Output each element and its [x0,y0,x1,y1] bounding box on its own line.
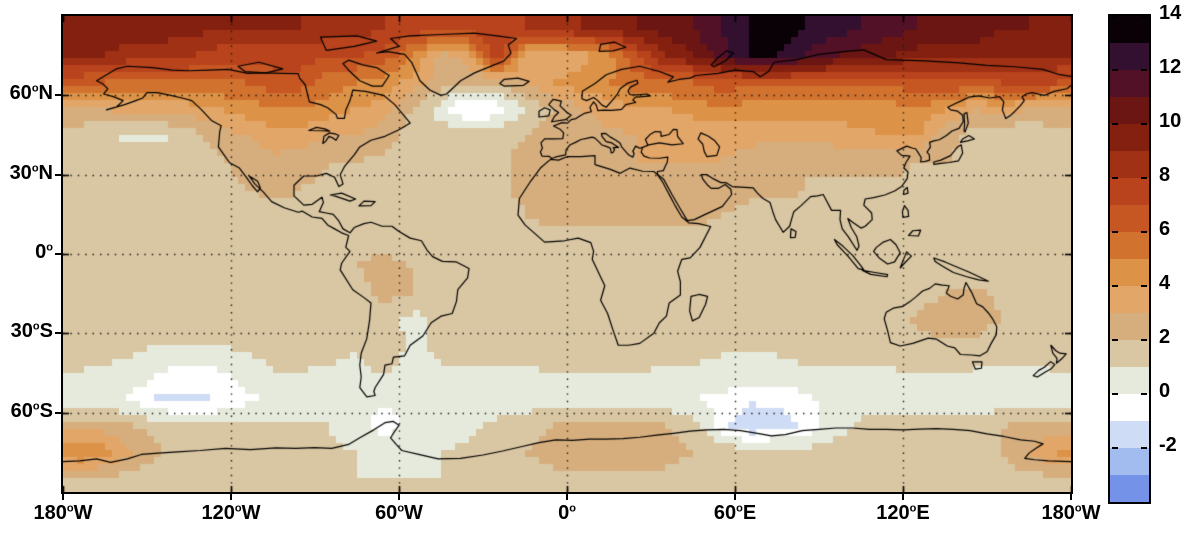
degree-symbol: o [909,502,917,515]
colorbar-tick-label-8: -2 [1159,434,1177,456]
degree-symbol: o [66,502,74,515]
degree-symbol: o [1074,502,1082,515]
colorbar-band-0 [1110,16,1149,43]
colorbar-tick-mark [1112,447,1118,449]
colorbar-tick-label-0: 14 [1159,2,1182,24]
map-axes-box [61,14,1073,494]
y-outer-tick [55,94,61,97]
colorbar-tick-mark [1112,16,1118,18]
degree-symbol: o [736,502,743,515]
colorbar-band-12 [1110,340,1149,367]
colorbar-band-13 [1110,367,1149,394]
colorbar-band-11 [1110,313,1149,340]
colorbar-tick-mark [1112,285,1118,287]
x-outer-tick [566,494,568,500]
colorbar-tick-mark [1141,231,1147,233]
colorbar-band-14 [1110,394,1149,421]
x-outer-tick [398,494,400,500]
colorbar-tick-label-3: 8 [1159,164,1171,186]
colorbar-tick-label-1: 12 [1159,56,1182,78]
colorbar-tick-mark [1141,393,1147,395]
x-tick-label-3: 0o [558,502,576,524]
colorbar-band-7 [1110,205,1149,232]
y-outer-tick [55,332,61,335]
x-tick-label-1: 120oW [201,502,261,524]
x-tick-label-6: 180oW [1041,502,1101,524]
colorbar-band-8 [1110,232,1149,259]
colorbar-tick-label-7: 0 [1159,380,1171,402]
colorbar-tick-label-5: 4 [1159,272,1171,294]
colorbar-band-2 [1110,70,1149,97]
degree-symbol: o [31,162,39,174]
colorbar-tick-mark [1112,231,1118,233]
colorbar-tick-mark [1141,16,1147,18]
colorbar-tick-mark [1141,123,1147,125]
degree-symbol: o [234,502,242,515]
y-outer-tick [55,173,61,176]
colorbar-band-4 [1110,124,1149,151]
colorbar-band-1 [1110,43,1149,70]
x-outer-tick [1070,494,1072,500]
colorbar-tick-mark [1141,69,1147,71]
world-map-heatmap [63,16,1071,492]
y-outer-tick [55,253,61,255]
colorbar-band-17 [1110,475,1149,502]
colorbar-tick-mark [1112,69,1118,71]
colorbar-tick-label-6: 2 [1159,326,1171,348]
colorbar-band-5 [1110,151,1149,178]
colorbar-band-6 [1110,178,1149,205]
colorbar [1108,14,1151,504]
colorbar-band-16 [1110,448,1149,475]
x-tick-label-4: 60oE [713,502,757,524]
colorbar-tick-mark [1112,177,1118,179]
x-tick-label-5: 120oE [876,502,930,524]
colorbar-tick-label-4: 6 [1159,218,1171,240]
x-outer-tick [62,494,64,500]
colorbar-band-9 [1110,259,1149,286]
degree-symbol: o [569,502,576,515]
colorbar-tick-mark [1141,177,1147,179]
y-tick-label-0: 60oN [9,82,53,105]
colorbar-tick-mark [1141,339,1147,341]
colorbar-tick-mark [1112,339,1118,341]
y-tick-label-4: 60oS [10,399,53,422]
x-tick-label-0: 180oW [33,502,93,524]
degree-symbol: o [46,241,53,254]
y-tick-label-3: 30oS [10,320,53,343]
colorbar-band-15 [1110,421,1149,448]
degree-symbol: o [397,502,405,515]
colorbar-tick-mark [1141,447,1147,449]
degree-symbol: o [31,82,39,95]
x-outer-tick [902,494,904,500]
degree-symbol: o [32,320,40,333]
y-outer-tick [55,411,61,414]
x-outer-tick [230,494,232,500]
colorbar-band-10 [1110,286,1149,313]
y-tick-label-2: 0o [35,241,53,263]
colorbar-band-3 [1110,97,1149,124]
colorbar-tick-mark [1141,285,1147,287]
colorbar-tick-mark [1112,123,1118,125]
y-tick-label-1: 30oN [9,161,53,184]
colorbar-tick-mark [1112,393,1118,395]
x-outer-tick [734,494,736,500]
degree-symbol: o [32,400,40,412]
x-tick-label-2: 60oW [375,502,423,524]
colorbar-tick-label-2: 10 [1159,110,1182,132]
